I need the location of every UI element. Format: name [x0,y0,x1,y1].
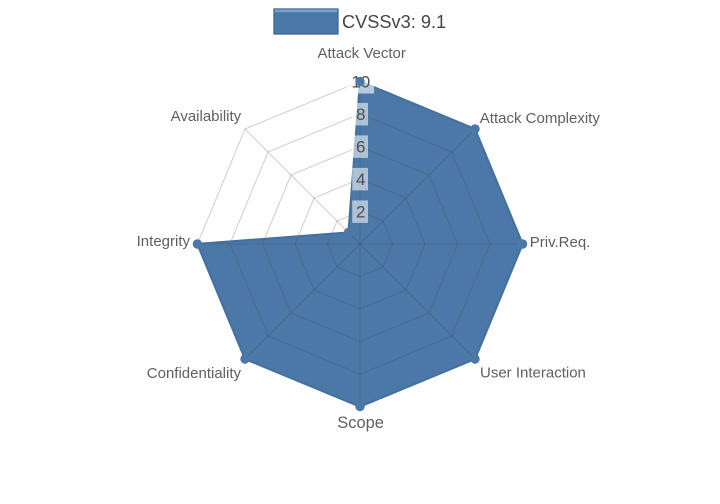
svg-text:Scope: Scope [337,414,384,432]
svg-text:Priv.Req.: Priv.Req. [530,234,591,251]
svg-text:6: 6 [356,138,365,157]
svg-text:8: 8 [356,105,365,124]
svg-text:User Interaction: User Interaction [480,365,586,382]
svg-text:Attack Complexity: Attack Complexity [480,110,601,127]
svg-text:Confidentiality: Confidentiality [147,365,242,382]
svg-text:CVSSv3: 9.1: CVSSv3: 9.1 [342,12,446,32]
svg-text:Availability: Availability [171,108,242,125]
svg-text:Integrity: Integrity [137,233,191,250]
svg-text:2: 2 [356,203,365,222]
svg-text:4: 4 [356,170,365,189]
svg-text:Attack Vector: Attack Vector [318,45,406,62]
